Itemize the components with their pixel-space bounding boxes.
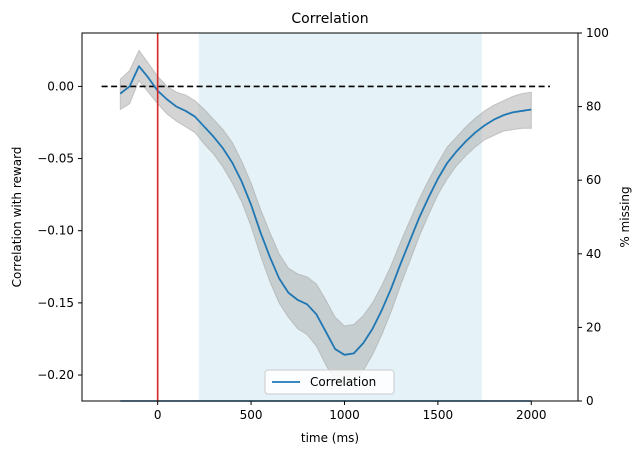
- y2-tick-label: 0: [586, 394, 594, 408]
- y2-tick-label: 80: [586, 100, 601, 114]
- x-tick-label: 500: [240, 408, 263, 422]
- correlation-series-line: [119, 65, 532, 356]
- y-tick-label: −0.05: [37, 152, 74, 166]
- x-tick-label: 1000: [329, 408, 360, 422]
- y2-tick-label: 20: [586, 320, 601, 334]
- x-tick-label: 0: [154, 408, 162, 422]
- y2-axis-label: % missing: [618, 186, 632, 247]
- x-axis-label: time (ms): [301, 431, 359, 445]
- y2-tick-label: 60: [586, 173, 601, 187]
- y2-tick-label: 40: [586, 247, 601, 261]
- y-tick-label: 0.00: [47, 79, 74, 93]
- legend-box: [264, 369, 395, 395]
- x-tick-label: 1500: [423, 408, 454, 422]
- plot-frame: [81, 32, 579, 402]
- y-tick-label: −0.10: [37, 224, 74, 238]
- confidence-band: [119, 49, 532, 386]
- y-axis-label: Correlation with reward: [10, 147, 24, 288]
- y-tick-label: −0.15: [37, 296, 74, 310]
- x-tick-label: 2000: [516, 408, 547, 422]
- legend: Correlation: [264, 369, 395, 395]
- y2-tick-label: 100: [586, 26, 609, 40]
- chart-title: Correlation: [291, 11, 368, 27]
- y-tick-label: −0.20: [37, 368, 74, 382]
- legend-label: Correlation: [310, 375, 376, 389]
